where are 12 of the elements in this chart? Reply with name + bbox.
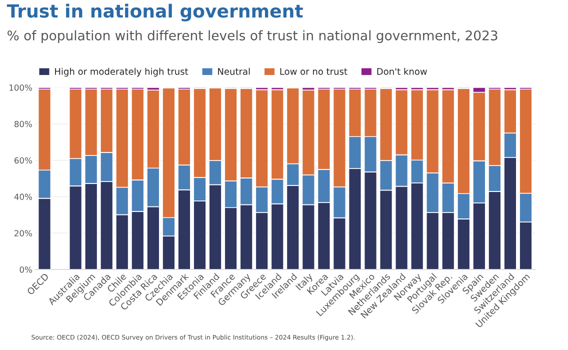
legend-label: Don't know [377,68,427,75]
y-tick-label: 0% [20,266,32,273]
y-tick-label: 20% [14,230,32,236]
y-tick-label: 80% [14,120,32,128]
y-tick-label: 100% [10,84,32,91]
chart-title: Trust in national government [6,4,303,22]
legend-label: High or moderately high trust [55,68,188,77]
y-tick-label: 60% [14,157,32,164]
legend-label: Neutral [218,68,250,75]
chart-subtitle: % of population with different levels of trust in national government, 2023 [8,30,498,43]
legend-label: Low or no trust [280,68,348,75]
y-tick-label: 40% [14,194,32,200]
